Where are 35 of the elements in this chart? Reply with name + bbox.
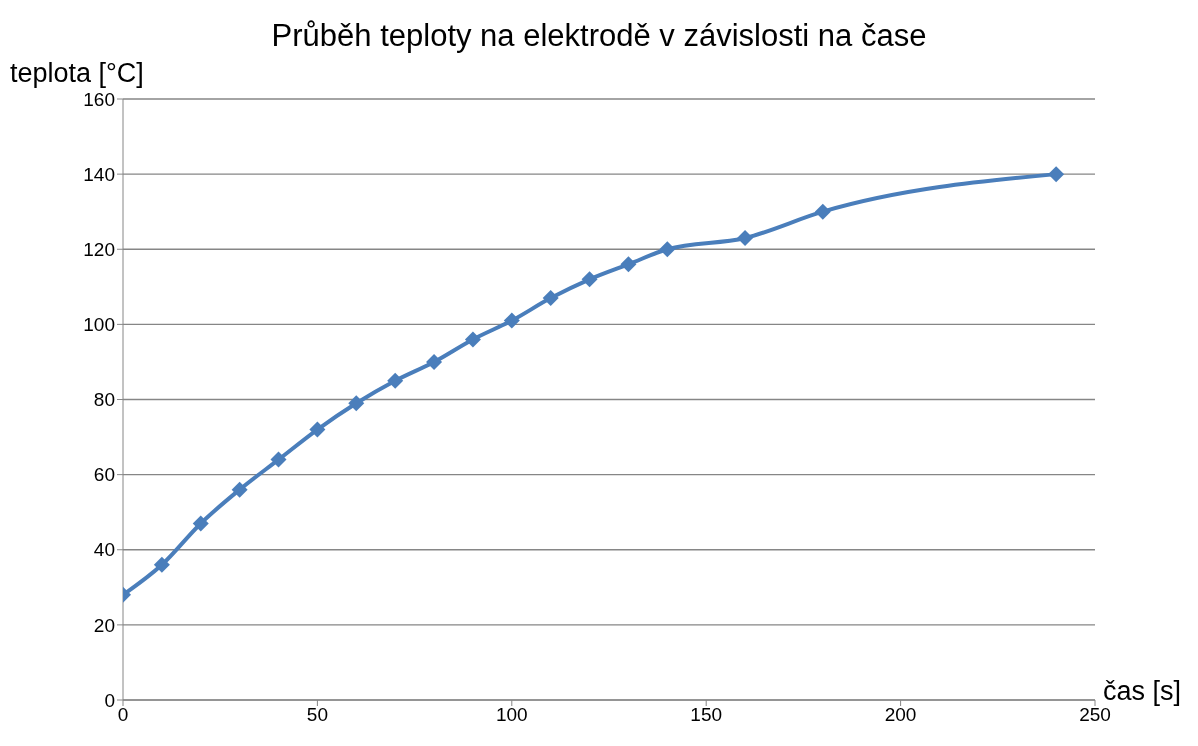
point <box>737 229 754 246</box>
y-tick-label: 160 <box>83 88 115 110</box>
x-tick-label: 250 <box>1079 704 1111 726</box>
y-axis-title: teplota [°C] <box>10 58 144 89</box>
x-tick-label: 0 <box>117 704 129 726</box>
y-tick-label: 100 <box>83 314 115 336</box>
point <box>270 451 287 468</box>
point <box>814 203 831 220</box>
point <box>153 556 170 573</box>
x-tick-label: 200 <box>884 704 917 726</box>
point <box>426 353 443 370</box>
point <box>542 290 559 307</box>
x-tick-label: 50 <box>306 704 328 726</box>
point <box>503 312 520 329</box>
y-tick-label: 0 <box>104 689 115 711</box>
point <box>659 241 676 258</box>
x-axis-title: čas [s] <box>1103 676 1182 707</box>
y-tick-label: 60 <box>93 464 115 486</box>
point <box>1048 166 1065 183</box>
point <box>309 421 326 438</box>
y-tick-label: 120 <box>83 238 115 260</box>
point <box>192 515 209 532</box>
point <box>620 256 637 273</box>
x-tick-label: 150 <box>690 704 723 726</box>
point <box>231 481 248 498</box>
point <box>387 372 404 389</box>
y-tick-label: 80 <box>93 389 115 411</box>
y-tick-label: 140 <box>83 163 115 185</box>
x-tick-label: 100 <box>495 704 528 726</box>
point <box>348 395 365 412</box>
y-tick-label: 20 <box>93 614 115 636</box>
point <box>464 331 481 348</box>
point <box>581 271 598 288</box>
chart-title: Průběh teploty na elektrodě v závislosti na čase <box>270 18 928 54</box>
y-tick-label: 40 <box>93 539 115 561</box>
